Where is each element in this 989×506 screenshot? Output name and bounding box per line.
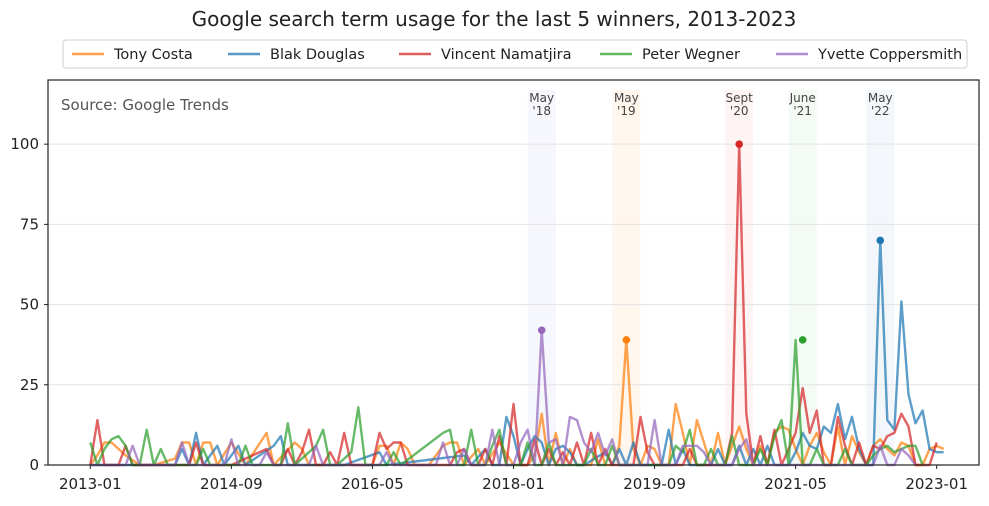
y-tick-label-100: 100 [10, 135, 39, 153]
y-tick-label-25: 25 [20, 376, 39, 394]
legend: Tony Costa Blak Douglas Vincent Namatjira P… [62, 39, 968, 69]
y-axis: 0 25 50 75 100 [10, 135, 48, 474]
x-tick-label-5: 2021-05 [764, 475, 827, 493]
peak-label-month-4: May [868, 91, 893, 105]
peak-label-year-3: '21 [793, 104, 812, 118]
x-axis: 2013-01 2014-09 2016-05 2018-01 2019-09 2021-… [59, 465, 968, 493]
y-tick-label-50: 50 [20, 296, 39, 314]
y-tick-label-75: 75 [20, 215, 39, 233]
series-line-vincent-namatjira [89, 143, 938, 467]
peak-label-month-1: May [614, 91, 639, 105]
peak-label-year-4: '22 [871, 104, 890, 118]
legend-label-vincent-namatjira: Vincent Namatjira [441, 47, 572, 63]
y-tick-label-0: 0 [29, 456, 39, 474]
peak-label-month-2: Sept [726, 91, 754, 105]
x-tick-label-2: 2016-05 [341, 475, 404, 493]
peak-marker-2 [735, 140, 743, 148]
series-line-tony-costa [89, 338, 945, 467]
x-tick-label-3: 2018-01 [482, 475, 545, 493]
x-tick-label-4: 2019-09 [623, 475, 686, 493]
peak-label-year-1: '19 [617, 104, 636, 118]
chart-title: Google search term usage for the last 5 … [192, 7, 797, 31]
peak-label-month-3: June [789, 91, 816, 105]
peak-band-0 [527, 90, 556, 465]
peak-marker-3 [798, 336, 807, 344]
source-note: Source: Google Trends [61, 96, 229, 114]
x-tick-label-1: 2014-09 [200, 475, 263, 493]
legend-label-yvette-coppersmith: Yvette Coppersmith [817, 47, 962, 63]
peak-marker-1 [622, 336, 631, 344]
legend-box [62, 39, 968, 69]
x-tick-label-0: 2013-01 [59, 475, 122, 493]
x-tick-label-6: 2023-01 [905, 475, 968, 493]
peak-band-1 [612, 90, 641, 465]
peak-markers [537, 140, 885, 344]
peak-marker-4 [876, 236, 885, 245]
legend-label-tony-costa: Tony Costa [113, 47, 193, 63]
peak-label-month-0: May [529, 91, 554, 105]
gridlines [48, 143, 979, 386]
peak-label-year-2: '20 [730, 104, 749, 118]
peak-band-3 [788, 90, 817, 465]
peak-label-year-0: '18 [532, 104, 551, 118]
peak-marker-0 [537, 326, 546, 335]
legend-label-peter-wegner: Peter Wegner [642, 47, 740, 63]
legend-label-blak-douglas: Blak Douglas [270, 47, 365, 63]
